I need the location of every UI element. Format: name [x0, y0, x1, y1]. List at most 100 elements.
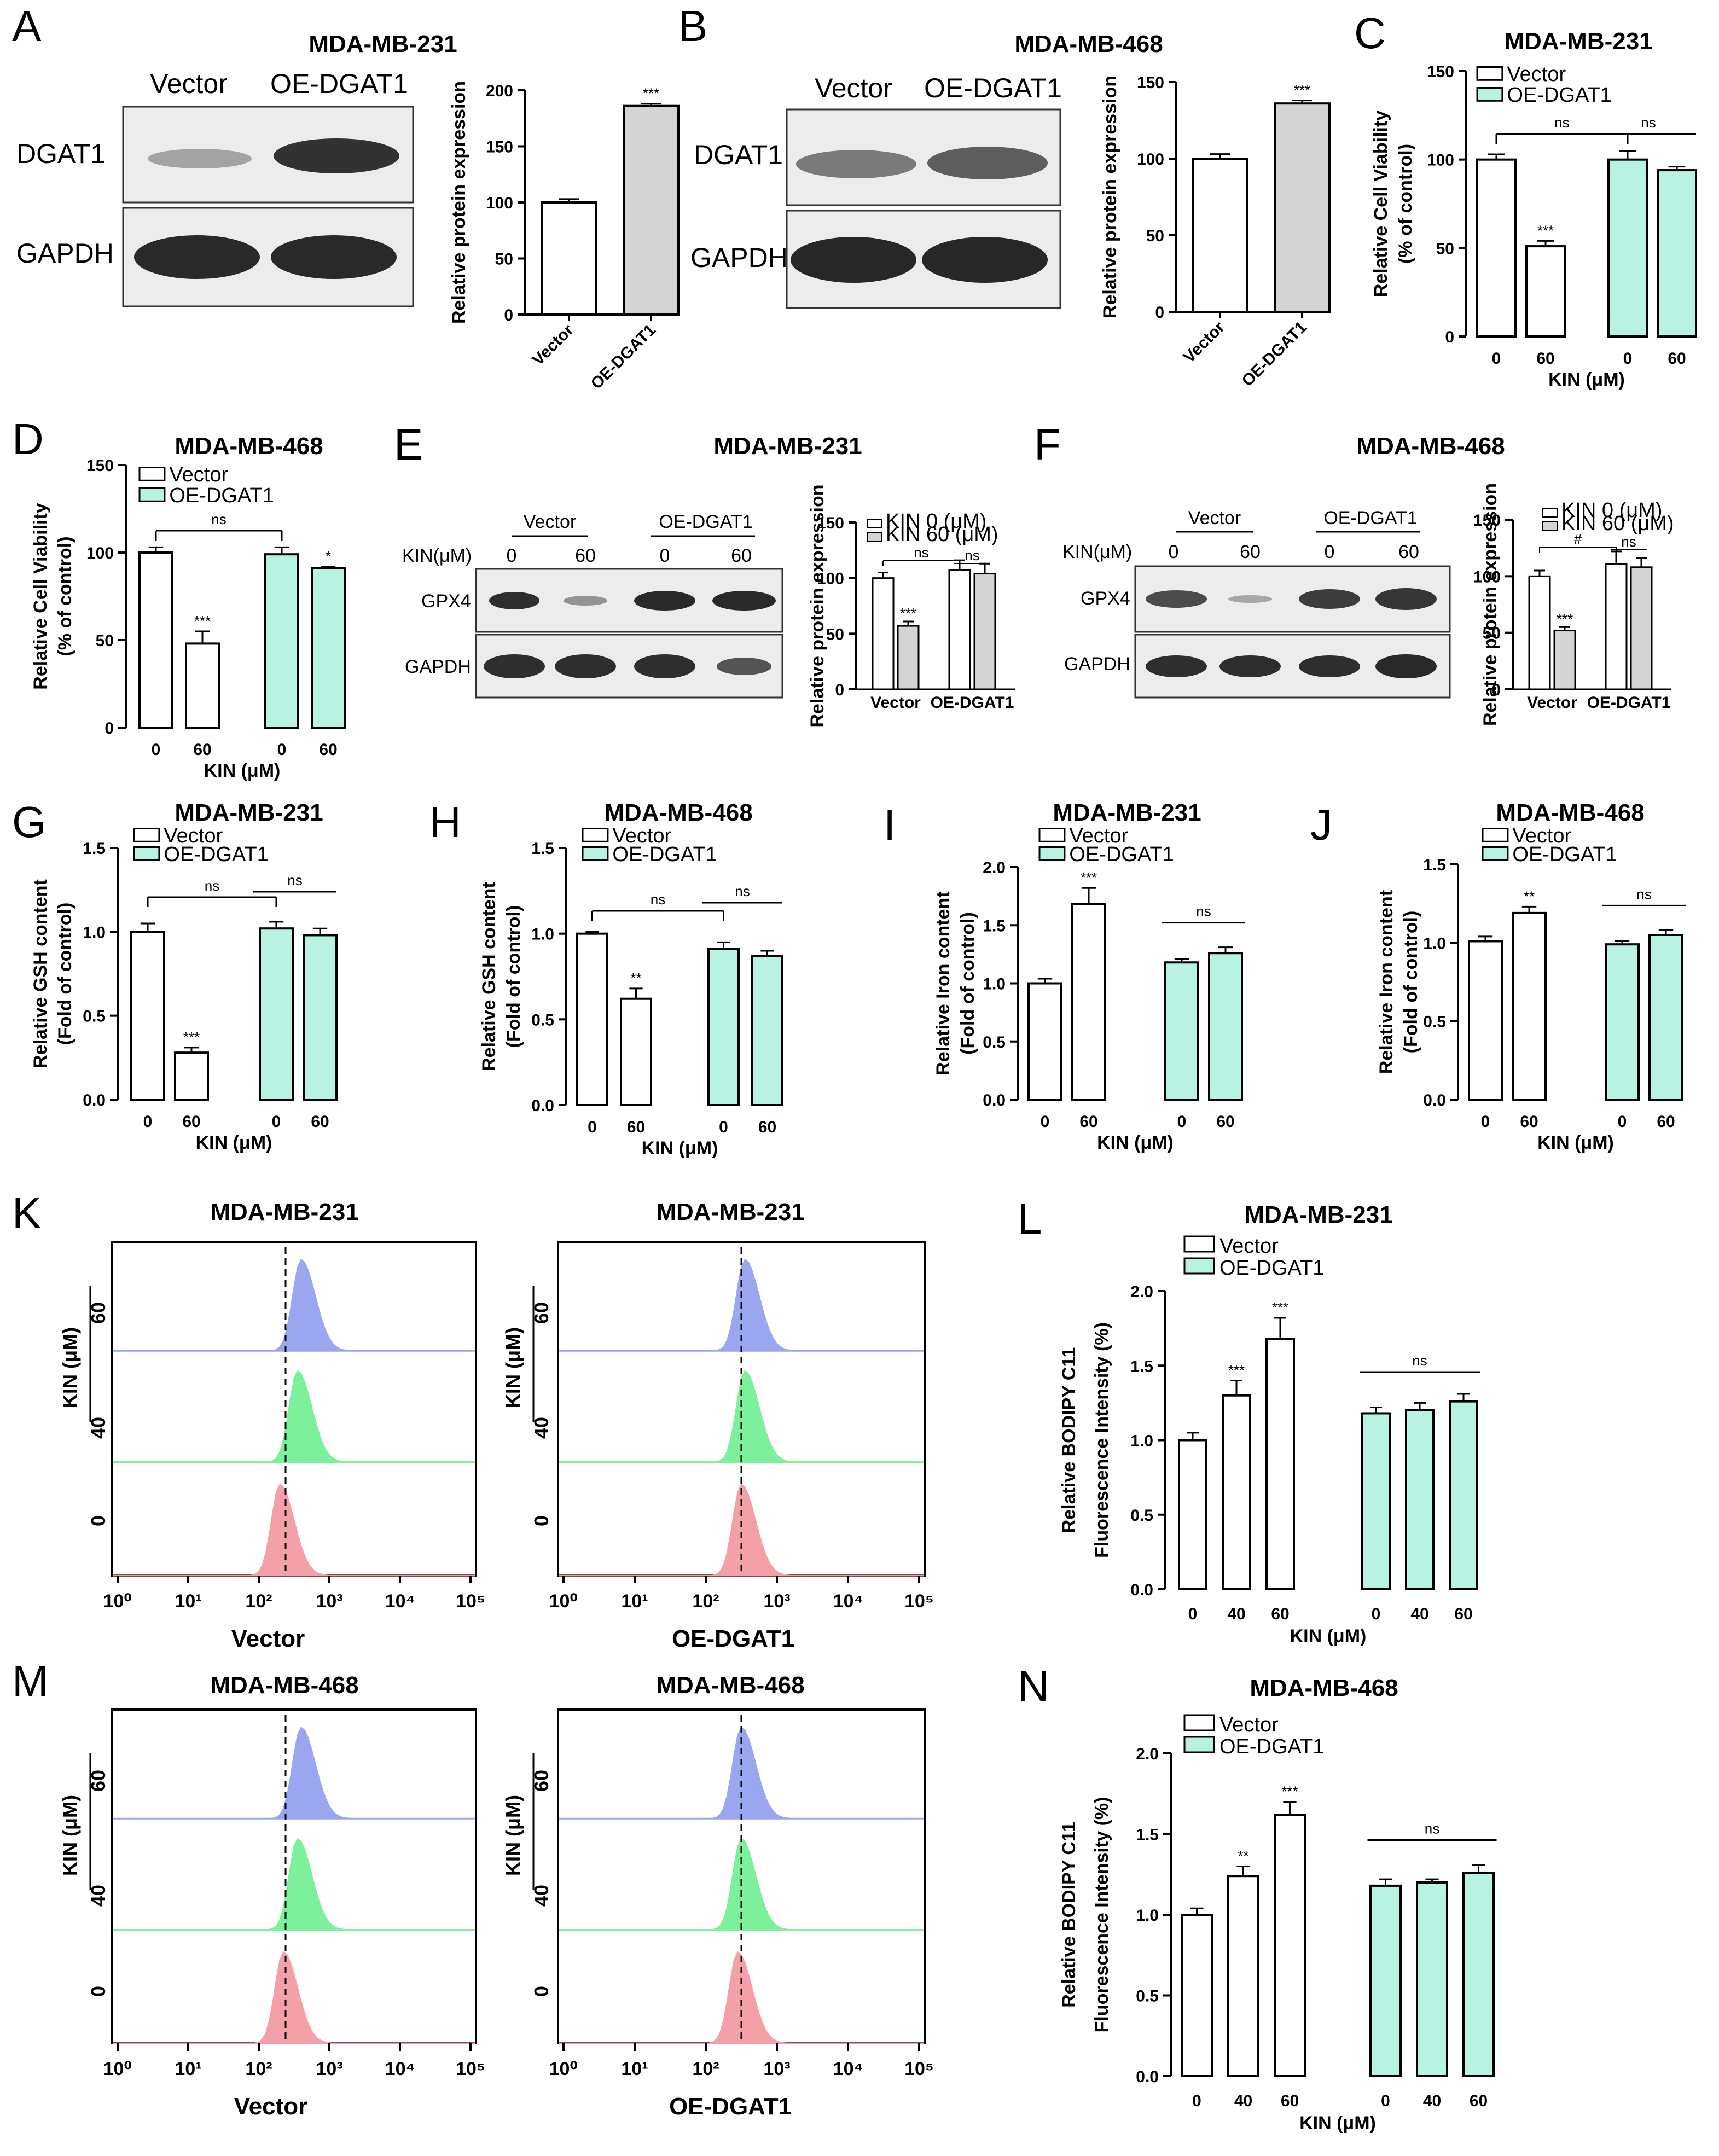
panel-g-y-label: (Fold of control): [55, 903, 76, 1045]
f-bar-y-tick-label: 0: [1491, 681, 1501, 699]
g-comparison-label: ns: [287, 872, 302, 888]
g-x-tick-label: 0: [143, 1113, 153, 1131]
d-significance-label: ***: [194, 613, 211, 629]
panel-k-title-left: MDA-MB-231: [210, 1199, 358, 1225]
panel-a-band-oe-gapdh: [271, 235, 397, 279]
g-y-tick-label: 0.0: [83, 1091, 106, 1109]
panel-f-band-gpx4-3: [1375, 588, 1437, 610]
panel-f-band-gapdh-1: [1219, 655, 1281, 677]
g-y-tick-label: 0.5: [83, 1008, 106, 1026]
panel-b-band-oe-dgat1: [927, 147, 1048, 179]
b-bar-significance-label: ***: [1294, 82, 1310, 98]
e-bar-y-tick-label: 0: [835, 681, 844, 699]
h-x-tick-label: 60: [627, 1118, 645, 1136]
panel-k-dose-label: 0: [87, 1515, 109, 1526]
i-x-tick-label: 60: [1079, 1113, 1097, 1131]
panel-b-letter: B: [678, 2, 707, 50]
n-x-tick-label: 40: [1234, 2092, 1252, 2110]
m-left-histogram-60: [237, 1726, 365, 1820]
n-y-tick-label: 2.0: [1136, 1745, 1159, 1763]
panel-b-dgat1-label: DGAT1: [694, 140, 783, 170]
m-left-histogram-0: [220, 1951, 347, 2044]
panel-b-vector-label: Vector: [815, 73, 892, 103]
panel-f-dose-label: 0: [1169, 542, 1179, 562]
i-bar-oe-0: [1164, 961, 1199, 1101]
n-significance-label: **: [1238, 1848, 1248, 1864]
panel-k-dose-label: 60: [530, 1302, 553, 1324]
k-left-x-tick-label: 10⁵: [456, 1591, 485, 1612]
e-bar-bar-oe-dgat1-1: [973, 573, 996, 690]
panel-m-dose-label: 0: [530, 1986, 553, 1997]
g-bar-vector-60: [174, 1051, 209, 1101]
a-bar-bar-vector: [541, 201, 597, 316]
panel-h-x-label: KIN (μM): [642, 1138, 718, 1159]
l-significance-label: ***: [1228, 1362, 1245, 1379]
panel-e-kin-label: KIN(μM): [402, 545, 472, 566]
panel-b-band-oe-gapdh: [922, 237, 1048, 283]
c-y-tick-label: 50: [1436, 240, 1454, 258]
c-comparison-label: ns: [1641, 114, 1656, 131]
panel-c-x-label: KIN (μM): [1548, 369, 1625, 390]
panel-m-dose-label: 40: [87, 1885, 109, 1907]
panel-f-letter: F: [1034, 420, 1061, 469]
e-bar-x-tick-label: Vector: [870, 694, 921, 712]
j-comparison-label: ns: [1636, 886, 1651, 902]
legend-label-vector: Vector: [164, 824, 223, 847]
f-bar-legend-swatch: [1542, 521, 1558, 531]
panel-c-title: MDA-MB-231: [1504, 28, 1652, 55]
b-bar-y-tick-label: 0: [1155, 304, 1164, 322]
panel-b-title: MDA-MB-468: [1014, 31, 1163, 57]
k-left-x-tick-label: 10⁰: [103, 1591, 132, 1612]
h-comparison-label: ns: [735, 883, 750, 899]
n-bar-vector-40: [1227, 1875, 1259, 2077]
panel-b-band-vector-dgat1: [796, 150, 916, 178]
i-y-tick-label: 1.5: [983, 917, 1006, 935]
panel-g-x-label: KIN (μM): [196, 1132, 272, 1153]
c-x-tick-label: 0: [1623, 350, 1633, 368]
l-y-tick-label: 0.0: [1130, 1581, 1153, 1599]
n-x-tick-label: 0: [1381, 2092, 1390, 2110]
panel-m-x-label-left: Vector: [234, 2093, 308, 2120]
panel-h-y-label: (Fold of control): [503, 905, 524, 1048]
g-y-tick-label: 1.5: [83, 840, 106, 858]
legend-swatch-oe-dgat1: [133, 846, 160, 861]
n-y-tick-label: 1.0: [1136, 1907, 1159, 1925]
panel-e-title: MDA-MB-231: [713, 433, 862, 460]
legend-label-oe-dgat1: OE-DGAT1: [164, 843, 268, 866]
i-x-tick-label: 0: [1177, 1113, 1187, 1131]
m-left-x-tick-label: 10³: [316, 2059, 342, 2079]
panel-i-y-label: Relative Iron content: [933, 891, 954, 1075]
panel-k-dose-label: 40: [87, 1417, 109, 1439]
panel-g-title: MDA-MB-231: [175, 799, 323, 826]
h-bar-oe-0: [707, 948, 740, 1107]
l-y-tick-label: 1.5: [1130, 1357, 1153, 1375]
g-comparison-label: ns: [205, 877, 219, 894]
legend-swatch-oe-dgat1: [1038, 846, 1066, 861]
h-comparison-label: ns: [651, 891, 665, 908]
panel-j-title: MDA-MB-468: [1496, 799, 1644, 826]
panel-i-title: MDA-MB-231: [1053, 799, 1201, 826]
panel-f-band-gapdh-3: [1375, 654, 1437, 678]
n-bar-oe-60: [1462, 1872, 1495, 2078]
e-bar-y-tick-label: 100: [817, 570, 844, 588]
legend-label-oe-dgat1: OE-DGAT1: [1512, 843, 1617, 866]
n-x-tick-label: 60: [1470, 2092, 1488, 2110]
d-bar-vector-0: [138, 551, 173, 729]
c-y-tick-label: 100: [1427, 152, 1454, 170]
l-y-tick-label: 2.0: [1130, 1283, 1153, 1301]
panel-k-title-right: MDA-MB-231: [656, 1199, 804, 1225]
panel-e-band-gpx4-1: [564, 596, 607, 606]
l-significance-label: ***: [1272, 1299, 1288, 1316]
h-x-tick-label: 0: [719, 1118, 728, 1136]
l-x-tick-label: 60: [1271, 1605, 1289, 1623]
m-right-histogram-0: [673, 1951, 802, 2044]
m-right-x-tick-label: 10⁴: [833, 2059, 863, 2079]
panel-j-letter: J: [1310, 800, 1332, 849]
b-bar-bar-oe-dgat1: [1274, 102, 1331, 313]
d-y-tick-label: 0: [104, 719, 114, 737]
legend-label-vector: Vector: [1512, 824, 1571, 847]
panel-i-x-label: KIN (μM): [1097, 1132, 1174, 1153]
panel-e-oe-label: OE-DGAT1: [659, 512, 752, 532]
panel-d-x-label: KIN (μM): [204, 760, 281, 781]
e-bar-x-tick-label: OE-DGAT1: [931, 694, 1014, 712]
